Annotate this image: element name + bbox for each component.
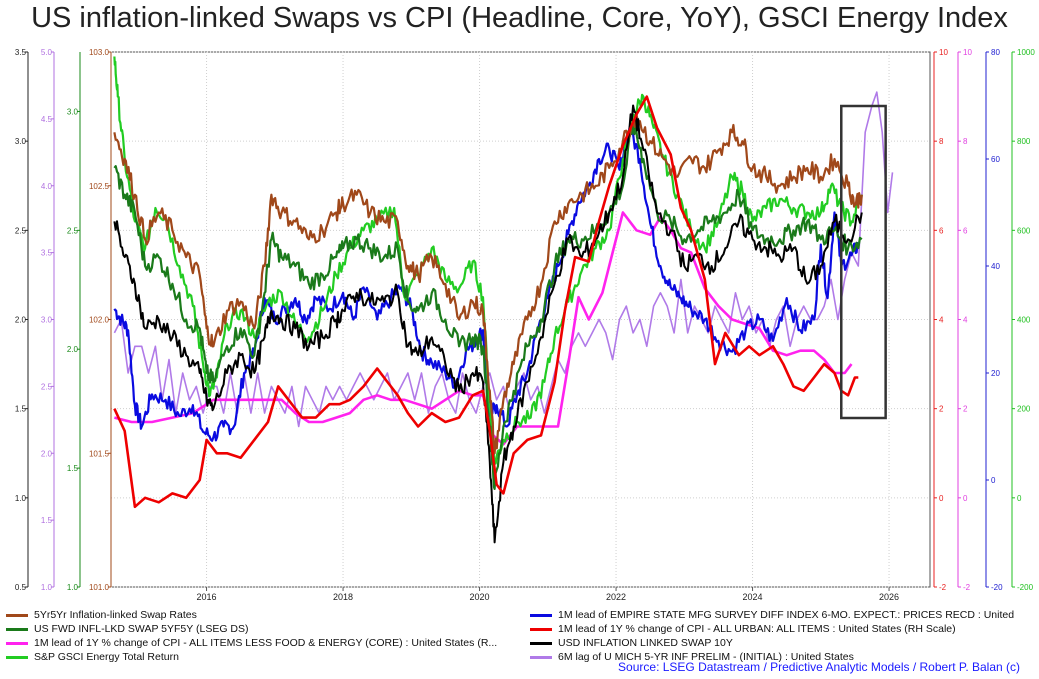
y-tick-label: 3.0 (15, 137, 27, 146)
legend-label: US FWD INFL-LKD SWAP 5YF5Y (LSEG DS) (34, 623, 249, 635)
series-line (114, 211, 853, 446)
y-tick-label: 6 (963, 226, 968, 235)
y-tick-label: 40 (991, 262, 1000, 271)
legend-swatch (530, 627, 552, 631)
y-tick-label: 0.5 (15, 583, 27, 592)
y-tick-label: 1.5 (41, 516, 53, 525)
y-tick-label: 2 (939, 405, 944, 414)
legend-swatch (530, 655, 552, 659)
y-tick-label: 6 (939, 226, 944, 235)
series-line (113, 113, 863, 455)
y-tick-label: 1.5 (67, 464, 79, 473)
y-tick-label: 101.5 (89, 449, 110, 458)
y-tick-label: 10 (963, 48, 972, 57)
y-tick-label: 0 (1017, 494, 1022, 503)
legend-item: 6M lag of U MICH 5-YR INF PRELIM - (INIT… (530, 650, 854, 664)
legend-swatch (530, 641, 552, 645)
y-tick-label: 4 (939, 316, 944, 325)
y-tick-label: 80 (991, 48, 1000, 57)
x-tick-label: 2026 (879, 592, 899, 602)
legend-label: 6M lag of U MICH 5-YR INF PRELIM - (INIT… (558, 651, 854, 663)
y-tick-label: 4.0 (41, 182, 53, 191)
y-tick-label: 0 (991, 476, 996, 485)
y-tick-label: 1.0 (67, 583, 79, 592)
y-tick-label: 2.0 (15, 316, 27, 325)
y-tick-label: 600 (1017, 226, 1031, 235)
x-tick-label: 2024 (743, 592, 763, 602)
y-tick-label: 0 (963, 494, 968, 503)
x-tick-label: 2016 (197, 592, 217, 602)
legend-label: S&P GSCI Energy Total Return (34, 651, 179, 663)
series-line (113, 104, 863, 544)
series-line (113, 121, 863, 490)
legend-label: 5Yr5Yr Inflation-linked Swap Rates (34, 609, 197, 621)
y-tick-label: -2 (963, 583, 971, 592)
y-tick-label: 101.0 (89, 583, 110, 592)
y-tick-label: 2.5 (41, 382, 53, 391)
series-line (113, 95, 859, 509)
legend-swatch (6, 627, 28, 631)
y-tick-label: 10 (939, 48, 948, 57)
legend-label: USD INFLATION LINKED SWAP 10Y (558, 637, 733, 649)
y-tick-label: 103.0 (89, 48, 110, 57)
y-tick-label: 4.5 (41, 115, 53, 124)
y-tick-label: 3.0 (41, 316, 53, 325)
y-tick-label: 3.5 (15, 48, 27, 57)
legend-label: 1M lead of EMPIRE STATE MFG SURVEY DIFF … (558, 609, 1015, 621)
x-tick-label: 2018 (333, 592, 353, 602)
y-tick-label: 102.5 (89, 182, 110, 191)
legend-item: S&P GSCI Energy Total Return (6, 650, 179, 664)
y-tick-label: 2.0 (67, 345, 79, 354)
legend-swatch (6, 641, 28, 645)
legend-item: 1M lead of 1Y % change of CPI - ALL ITEM… (6, 636, 497, 650)
y-tick-label: 60 (991, 155, 1000, 164)
x-tick-label: 2022 (606, 592, 626, 602)
legend-item: 1M lead of EMPIRE STATE MFG SURVEY DIFF … (530, 608, 1014, 622)
legend-item: 1M lead of 1Y % change of CPI - ALL URBA… (530, 622, 956, 636)
y-tick-label: 1000 (1017, 48, 1035, 57)
y-tick-label: 2.0 (41, 449, 53, 458)
legend-swatch (6, 613, 28, 617)
y-tick-label: 0 (939, 494, 944, 503)
legend-item: 5Yr5Yr Inflation-linked Swap Rates (6, 608, 197, 622)
y-tick-label: -2 (939, 583, 947, 592)
y-tick-label: 200 (1017, 405, 1031, 414)
y-tick-label: 20 (991, 369, 1000, 378)
legend-item: US FWD INFL-LKD SWAP 5YF5Y (LSEG DS) (6, 622, 249, 636)
y-tick-label: 2 (963, 405, 968, 414)
y-tick-label: 1.5 (15, 405, 27, 414)
y-tick-label: 102.0 (89, 316, 110, 325)
highlight-box (840, 104, 887, 420)
legend-swatch (530, 613, 552, 617)
y-tick-label: 3.0 (67, 107, 79, 116)
y-tick-label: -200 (1017, 583, 1034, 592)
y-tick-label: -20 (991, 583, 1003, 592)
x-tick-label: 2020 (470, 592, 490, 602)
legend-label: 1M lead of 1Y % change of CPI - ALL URBA… (558, 623, 956, 635)
y-tick-label: 400 (1017, 316, 1031, 325)
y-tick-label: 800 (1017, 137, 1031, 146)
legend-label: 1M lead of 1Y % change of CPI - ALL ITEM… (34, 637, 498, 649)
legend-swatch (6, 655, 28, 659)
y-tick-label: 2.5 (15, 226, 27, 235)
y-tick-label: 1.0 (41, 583, 53, 592)
y-tick-label: 2.5 (67, 226, 79, 235)
y-tick-label: 5.0 (41, 48, 53, 57)
source-credit: Source: LSEG Datastream / Predictive Ana… (618, 660, 1020, 674)
y-tick-label: 1.0 (15, 494, 27, 503)
y-tick-label: 4 (963, 316, 968, 325)
chart-title: US inflation-linked Swaps vs CPI (Headli… (31, 2, 1008, 34)
y-tick-label: 8 (963, 137, 968, 146)
y-tick-label: 8 (939, 137, 944, 146)
y-tick-label: 3.5 (41, 249, 53, 258)
legend-item: USD INFLATION LINKED SWAP 10Y (530, 636, 733, 650)
